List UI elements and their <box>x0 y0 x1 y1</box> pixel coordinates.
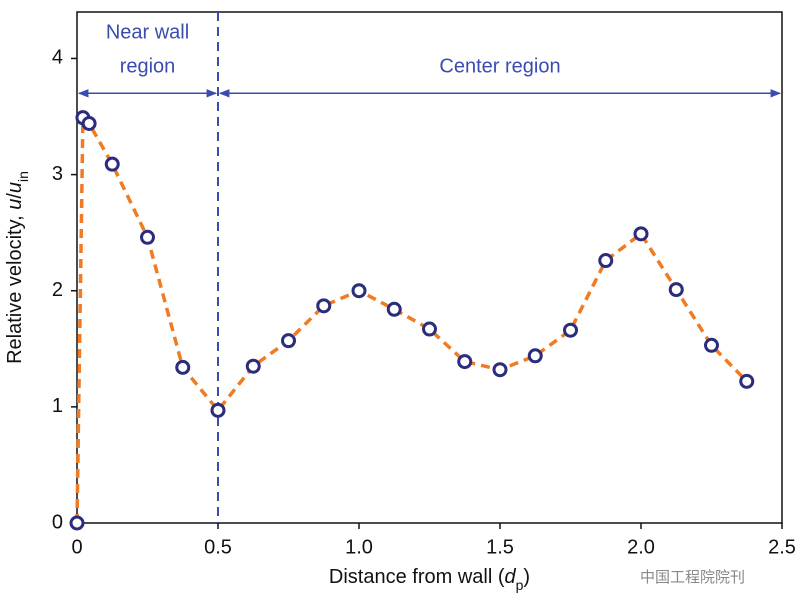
data-point <box>527 348 543 364</box>
y-axis-label-part: u <box>4 182 26 193</box>
data-point <box>245 358 261 374</box>
data-point <box>598 253 614 269</box>
x-tick-label: 1.0 <box>345 536 373 558</box>
x-tick-label: 0 <box>71 536 82 558</box>
y-tick-label: 4 <box>52 47 63 69</box>
y-tick-label: 1 <box>52 395 63 417</box>
y-tick-label: 2 <box>52 279 63 301</box>
x-axis-label-part: d <box>505 566 517 588</box>
data-point <box>422 321 437 337</box>
region-label: Center region <box>439 56 560 78</box>
data-point <box>140 229 155 245</box>
x-axis-label-part: ) <box>523 566 530 588</box>
data-point <box>492 362 508 378</box>
data-point <box>668 282 684 298</box>
data-point <box>739 373 755 389</box>
x-axis-label-part: Distance from wall ( <box>329 566 505 588</box>
y-axis-label-part: / <box>4 193 26 199</box>
data-point <box>316 298 332 314</box>
y-tick-label: 3 <box>52 163 63 185</box>
data-point <box>351 283 367 299</box>
data-point <box>281 333 296 349</box>
plot-frame <box>76 11 783 524</box>
y-axis-label: Relative velocity, u/uin <box>4 171 30 364</box>
region-label: region <box>120 56 176 78</box>
x-axis-label-part: p <box>516 577 524 593</box>
data-point <box>69 515 85 531</box>
x-axis-label: Distance from wall (dp) <box>329 566 530 592</box>
x-tick-label: 2.0 <box>627 536 655 558</box>
data-point <box>386 301 402 317</box>
region-label: Near wall <box>106 22 189 44</box>
data-point <box>457 354 473 370</box>
y-axis-label-part: Relative velocity, <box>4 210 26 364</box>
data-point <box>175 359 191 375</box>
data-point <box>81 115 97 131</box>
x-tick-label: 0.5 <box>204 536 232 558</box>
x-tick-label: 2.5 <box>768 536 796 558</box>
data-point <box>563 322 578 338</box>
data-point <box>704 337 719 353</box>
y-axis-label-part: in <box>15 171 31 182</box>
y-axis-label-part: u <box>4 199 26 210</box>
watermark: 中国工程院院刊 <box>640 568 745 586</box>
y-tick-label: 0 <box>52 511 63 533</box>
data-point <box>633 226 649 242</box>
data-point <box>104 156 120 172</box>
series-line <box>75 113 749 524</box>
data-point <box>210 402 226 418</box>
x-tick-label: 1.5 <box>486 536 514 558</box>
